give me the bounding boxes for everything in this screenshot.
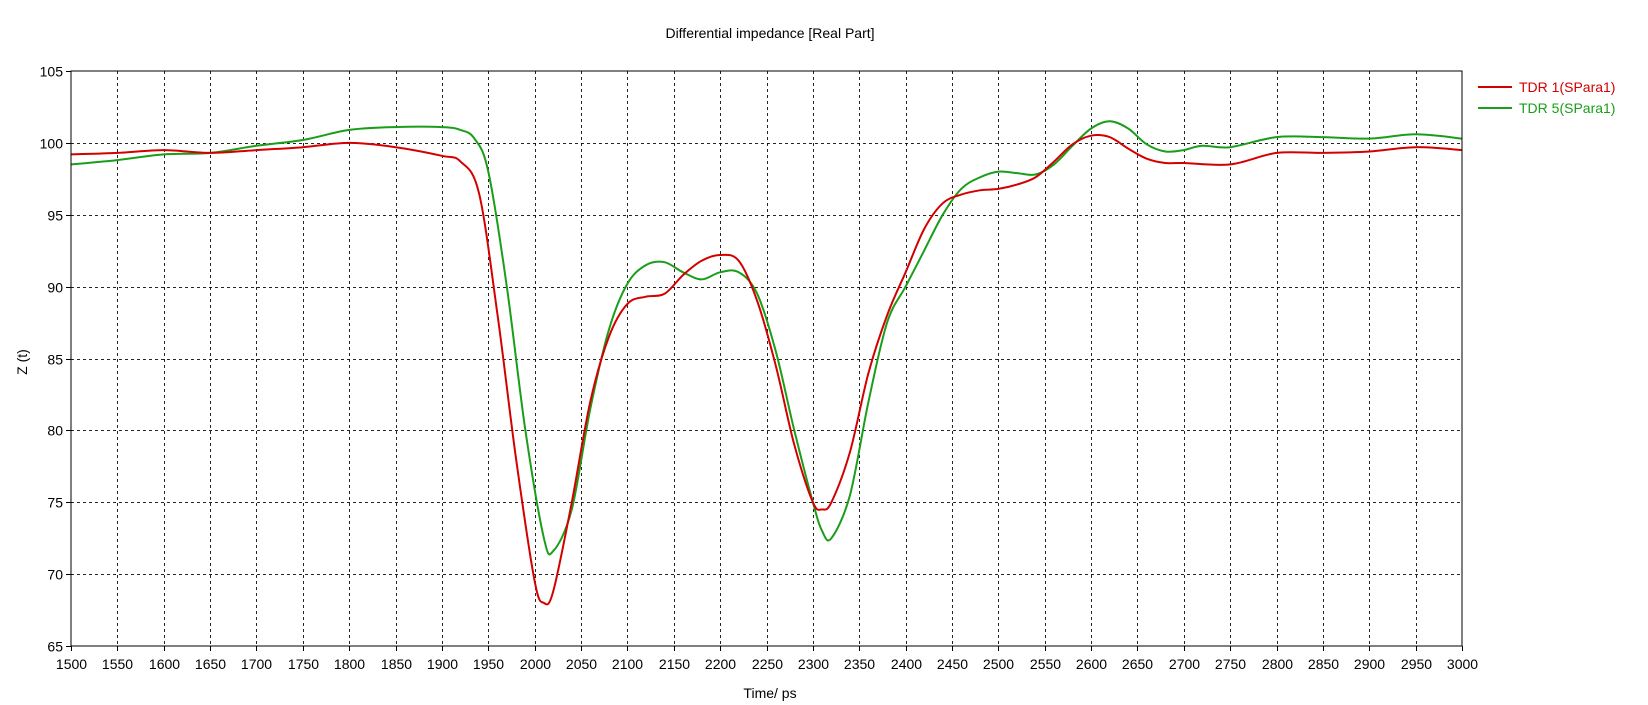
legend[interactable]: TDR 1(SPara1) TDR 5(SPara1) [1478,79,1615,116]
x-tick-label: 1600 [149,656,180,672]
x-tick-label: 2250 [752,656,783,672]
y-tick-label: 70 [47,567,63,583]
grid [71,71,1462,646]
x-tick-label: 1650 [195,656,226,672]
plot-area-frame [70,70,1463,647]
y-axis-ticks: 65 70 75 80 85 90 95 100 105 [40,64,71,655]
chart-title: Differential impedance [Real Part] [665,25,874,41]
x-tick-label: 2850 [1308,656,1339,672]
y-tick-label: 95 [47,208,63,224]
x-axis-title: Time/ ps [743,685,796,701]
series-lines [70,120,1463,606]
x-tick-label: 1700 [241,656,272,672]
x-tick-label: 1800 [334,656,365,672]
x-tick-label: 2650 [1122,656,1153,672]
x-tick-label: 2150 [659,656,690,672]
y-tick-label: 90 [47,280,63,296]
y-tick-label: 80 [47,423,63,439]
x-tick-label: 2600 [1076,656,1107,672]
x-tick-label: 2700 [1169,656,1200,672]
x-tick-label: 2300 [798,656,829,672]
x-tick-label: 2400 [891,656,922,672]
y-tick-label: 105 [40,64,64,80]
x-tick-label: 1850 [381,656,412,672]
x-tick-label: 1900 [427,656,458,672]
x-tick-label: 2550 [1030,656,1061,672]
x-tick-label: 1950 [473,656,504,672]
y-axis-title: Z (t) [14,349,30,375]
x-tick-label: 2350 [844,656,875,672]
x-tick-label: 2450 [937,656,968,672]
x-tick-label: 3000 [1447,656,1478,672]
y-tick-label: 85 [47,352,63,368]
series-line-1 [70,134,1463,606]
x-tick-label: 2750 [1215,656,1246,672]
legend-label[interactable]: TDR 1(SPara1) [1519,79,1615,95]
y-tick-label: 100 [40,136,64,152]
x-tick-label: 2500 [983,656,1014,672]
x-tick-label: 2050 [566,656,597,672]
series-line-2 [70,120,1463,556]
x-tick-label: 2000 [520,656,551,672]
x-tick-label: 2100 [612,656,643,672]
x-tick-label: 2950 [1401,656,1432,672]
x-tick-label: 2800 [1262,656,1293,672]
x-tick-label: 1500 [56,656,87,672]
x-tick-label: 1750 [288,656,319,672]
x-tick-label: 2200 [705,656,736,672]
y-tick-label: 65 [47,639,63,655]
x-tick-label: 1550 [102,656,133,672]
x-tick-label: 2900 [1354,656,1385,672]
legend-label[interactable]: TDR 5(SPara1) [1519,100,1615,116]
x-axis-ticks: 1500 1550 1600 1650 1700 1750 1800 1850 1900 1950… [56,646,1478,672]
y-tick-label: 75 [47,495,63,511]
